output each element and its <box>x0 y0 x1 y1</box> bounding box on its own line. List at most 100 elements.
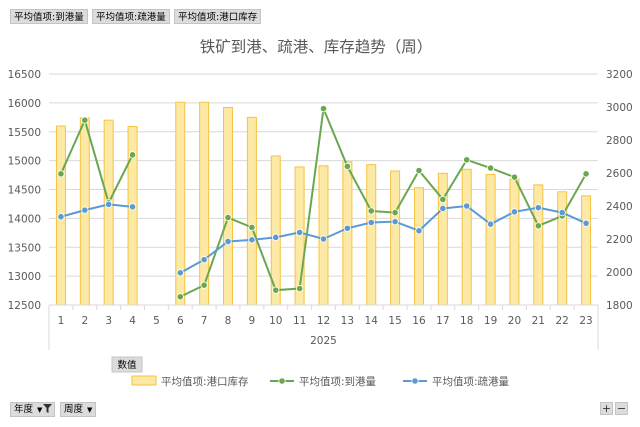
bar <box>223 106 234 306</box>
right-axis-tick-label: 2400 <box>606 201 633 213</box>
x-axis-tick-label: 6 <box>177 315 184 327</box>
left-axis-tick-label: 14000 <box>8 213 41 225</box>
x-axis-tick-label: 18 <box>460 315 473 327</box>
series-line <box>60 203 133 218</box>
x-axis-tick-label: 2 <box>81 315 88 327</box>
x-axis-tick-label: 10 <box>269 315 282 327</box>
series-point <box>486 220 495 228</box>
x-axis-tick-label: 21 <box>532 315 545 327</box>
bar <box>246 116 257 306</box>
right-axis-tick-label: 2200 <box>606 234 633 246</box>
x-axis-tick-label: 12 <box>317 315 330 327</box>
x-axis-group-label: 2025 <box>310 335 337 347</box>
left-axis-tick-label: 15000 <box>8 156 41 168</box>
series-line <box>179 104 587 298</box>
series-point <box>296 284 304 293</box>
series-point <box>391 209 399 217</box>
bar <box>342 161 353 306</box>
series-point <box>57 170 65 178</box>
series-point <box>463 156 471 164</box>
legend-label: 平均值项:疏港量 <box>432 375 510 388</box>
left-axis-tick-label: 15500 <box>8 127 41 139</box>
x-axis-tick-label: 3 <box>105 315 112 327</box>
left-axis-tick-label: 14500 <box>8 185 41 197</box>
right-axis-tick-label: 1800 <box>606 300 633 312</box>
left-axis-tick-label: 13000 <box>8 271 41 283</box>
x-axis-tick-label: 1 <box>58 315 65 327</box>
series-point <box>81 116 89 124</box>
series-line <box>179 204 587 274</box>
series-point <box>343 224 351 232</box>
series-point <box>439 195 447 203</box>
series-point <box>176 269 184 277</box>
legend-swatch-marker <box>278 377 286 385</box>
x-axis-tick-label: 20 <box>508 315 521 327</box>
series-point <box>486 164 495 172</box>
series-point <box>272 286 280 294</box>
x-axis-tick-label: 11 <box>293 315 306 327</box>
bar <box>581 195 592 306</box>
x-axis-tick-label: 8 <box>225 315 232 327</box>
year-filter-label: 年度 <box>14 404 34 415</box>
series-point <box>296 228 304 236</box>
series-point <box>248 236 256 244</box>
series-point <box>415 227 423 235</box>
bar <box>509 178 520 306</box>
series-point <box>367 218 375 227</box>
legend-swatch-marker <box>411 377 419 385</box>
x-axis-tick-label: 13 <box>341 315 354 327</box>
year-filter-button[interactable]: 年度 ▼ <box>10 402 56 417</box>
x-axis-tick-label: 4 <box>129 315 136 327</box>
field-button-outflow[interactable]: 平均值项:疏港量 <box>92 9 170 24</box>
series-point <box>176 293 184 301</box>
x-axis-tick-label: 17 <box>436 315 449 327</box>
week-filter-button[interactable]: 周度 ▼ <box>60 402 97 417</box>
legend-label: 平均值项:港口库存 <box>161 375 249 388</box>
series-point <box>343 162 351 170</box>
series-point <box>463 202 471 210</box>
left-axis-tick-label: 16000 <box>8 98 41 110</box>
values-field-label: 数值 <box>117 359 137 371</box>
bar <box>390 170 401 306</box>
right-axis-tick-label: 2600 <box>606 168 633 180</box>
series-point <box>558 209 566 217</box>
bar <box>103 119 114 306</box>
bar <box>461 168 472 306</box>
left-axis-tick-label: 13500 <box>8 242 41 254</box>
x-axis-tick-label: 9 <box>249 315 256 327</box>
series-point <box>128 203 137 211</box>
bar <box>366 164 377 306</box>
series-point <box>367 207 375 215</box>
series-point <box>224 213 232 222</box>
filter-icon <box>43 404 53 413</box>
series-point <box>248 223 256 232</box>
field-button-inventory[interactable]: 平均值项:港口库存 <box>174 9 262 24</box>
right-axis-tick-label: 2800 <box>606 135 633 147</box>
series-point <box>200 281 208 289</box>
x-axis-tick-label: 5 <box>153 315 160 327</box>
x-axis-tick-label: 7 <box>201 315 208 327</box>
collapse-button[interactable]: − <box>615 402 628 415</box>
legend-label: 平均值项:到港量 <box>299 375 377 388</box>
right-axis-tick-label: 2000 <box>606 267 633 279</box>
values-field-button[interactable] <box>111 356 143 373</box>
chart-title: 铁矿到港、疏港、库存趋势（周） <box>200 38 433 56</box>
right-axis-tick-label: 3200 <box>606 69 633 81</box>
series-point <box>391 218 399 226</box>
left-axis-tick-label: 12500 <box>8 300 41 312</box>
series-point <box>319 235 328 243</box>
series-point <box>57 213 65 221</box>
week-filter-label: 周度 <box>64 404 84 415</box>
series-point <box>534 204 542 212</box>
series-point <box>81 206 89 214</box>
x-axis-tick-label: 15 <box>388 315 401 327</box>
expand-button[interactable]: + <box>600 402 613 415</box>
series-point <box>105 200 113 208</box>
x-axis-tick-label: 16 <box>412 315 426 327</box>
series-point <box>319 105 328 113</box>
field-button-arrivals[interactable]: 平均值项:到港量 <box>10 9 88 24</box>
series-point <box>415 166 423 175</box>
x-axis-tick-label: 23 <box>579 315 592 327</box>
series-point <box>534 222 542 230</box>
